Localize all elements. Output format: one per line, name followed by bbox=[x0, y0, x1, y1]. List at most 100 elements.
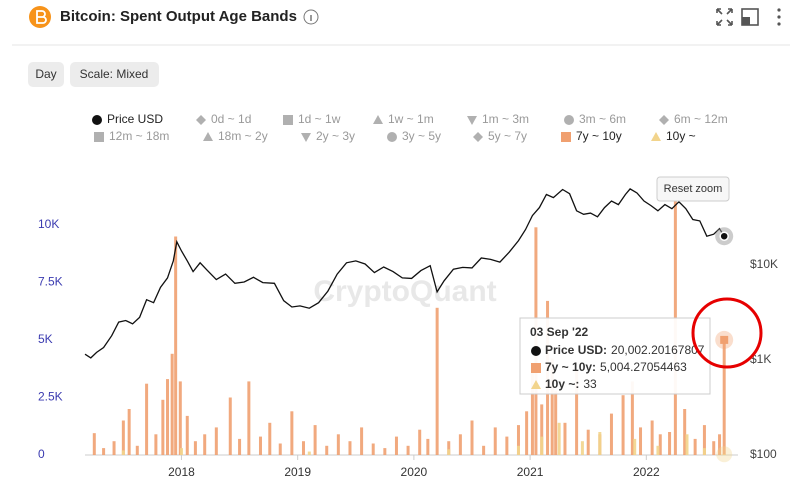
bar bbox=[554, 390, 558, 455]
bar bbox=[179, 448, 183, 455]
bar bbox=[621, 395, 625, 455]
hover-point bbox=[719, 231, 729, 241]
bar bbox=[278, 443, 282, 455]
bar bbox=[135, 445, 139, 455]
bar bbox=[166, 379, 170, 455]
legend-label[interactable]: 3y ~ 5y bbox=[402, 129, 441, 143]
bar bbox=[325, 445, 329, 455]
bar bbox=[650, 420, 654, 455]
reset-zoom-button[interactable] bbox=[656, 176, 730, 202]
x-tick-label: 2018 bbox=[168, 465, 195, 479]
bar bbox=[563, 422, 567, 455]
bar bbox=[540, 404, 544, 455]
bar bbox=[127, 409, 131, 455]
watermark: CryptoQuant bbox=[313, 275, 496, 308]
bar bbox=[702, 425, 706, 455]
tooltip bbox=[519, 317, 711, 395]
legend-symbol bbox=[531, 363, 541, 373]
scale-button[interactable] bbox=[70, 62, 159, 87]
legend-label[interactable]: 1w ~ 1m bbox=[388, 112, 434, 126]
y-tick-label: 5K bbox=[38, 332, 53, 346]
bar bbox=[668, 432, 672, 455]
x-tick-label: 2019 bbox=[284, 465, 311, 479]
bar bbox=[268, 422, 272, 455]
bar bbox=[307, 451, 311, 455]
bar bbox=[586, 429, 590, 455]
y-tick-label: 2.5K bbox=[38, 390, 63, 404]
legend-symbol bbox=[196, 115, 206, 125]
bar bbox=[470, 420, 474, 455]
reset-zoom-label: Reset zoom bbox=[664, 183, 723, 195]
bar bbox=[174, 236, 178, 455]
legend-label[interactable]: 1d ~ 1w bbox=[298, 112, 341, 126]
bar bbox=[557, 422, 561, 455]
bar bbox=[447, 449, 451, 455]
bar bbox=[530, 367, 534, 455]
legend-label[interactable]: 6m ~ 12m bbox=[674, 112, 728, 126]
x-tick-label: 2020 bbox=[401, 465, 428, 479]
legend-label[interactable]: 12m ~ 18m bbox=[109, 129, 169, 143]
info-icon[interactable] bbox=[303, 9, 319, 25]
legend-label[interactable]: 7y ~ 10y bbox=[576, 129, 622, 143]
legend-label[interactable]: 0d ~ 1d bbox=[211, 112, 251, 126]
bar bbox=[550, 358, 554, 455]
day-button[interactable] bbox=[28, 62, 64, 87]
bar bbox=[193, 441, 197, 455]
bar bbox=[154, 434, 158, 455]
bar bbox=[525, 411, 529, 455]
bar bbox=[458, 434, 462, 455]
tooltip-name: 10y ~: bbox=[545, 377, 579, 391]
legend-symbol bbox=[92, 115, 102, 125]
bar bbox=[712, 441, 716, 455]
y-tick-label: 0 bbox=[38, 447, 45, 461]
tooltip-value: 5,004.27054463 bbox=[600, 360, 687, 374]
expand-icon[interactable] bbox=[716, 8, 733, 26]
y-tick-label: 10K bbox=[38, 217, 59, 231]
bar bbox=[121, 420, 125, 455]
x-tick-label: 2022 bbox=[633, 465, 660, 479]
legend-symbol bbox=[373, 115, 383, 124]
tooltip-title: 03 Sep '22 bbox=[530, 325, 589, 339]
bar bbox=[702, 448, 706, 455]
legend-label[interactable]: 3m ~ 6m bbox=[579, 112, 626, 126]
legend-symbol bbox=[473, 132, 483, 142]
bar bbox=[426, 438, 430, 455]
bar bbox=[598, 432, 602, 455]
legend-symbol bbox=[467, 116, 477, 125]
bar bbox=[301, 441, 305, 455]
bar bbox=[658, 434, 662, 455]
bar bbox=[516, 425, 520, 455]
day-button-label: Day bbox=[35, 67, 56, 81]
tooltip-row: Price USD: 20,002.20167807 bbox=[545, 343, 705, 357]
bar bbox=[540, 436, 544, 455]
scale-button-label: Scale: Mixed bbox=[80, 67, 149, 81]
legend-symbol bbox=[564, 115, 574, 125]
chart-title: Bitcoin: Spent Output Age Bands bbox=[60, 8, 297, 25]
tooltip-value: 20,002.20167807 bbox=[611, 343, 705, 357]
legend-label[interactable]: Price USD bbox=[107, 112, 163, 126]
menu-dot[interactable] bbox=[777, 15, 781, 19]
legend-symbol bbox=[531, 380, 541, 389]
menu-dot[interactable] bbox=[777, 8, 781, 12]
legend-label[interactable]: 1m ~ 3m bbox=[482, 112, 529, 126]
bar bbox=[639, 427, 643, 455]
legend-label[interactable]: 5y ~ 7y bbox=[488, 129, 527, 143]
bar bbox=[722, 339, 726, 455]
legend-label[interactable]: 2y ~ 3y bbox=[316, 129, 355, 143]
legend-symbol bbox=[561, 132, 571, 142]
bar bbox=[685, 434, 689, 455]
bar bbox=[482, 445, 486, 455]
bar bbox=[718, 434, 722, 455]
bar bbox=[247, 381, 251, 455]
tooltip-value: 33 bbox=[583, 377, 597, 391]
bitcoin-glyph bbox=[36, 10, 47, 24]
bar bbox=[145, 383, 149, 455]
legend-label[interactable]: 10y ~ bbox=[666, 129, 696, 143]
bar bbox=[722, 454, 726, 455]
menu-dot[interactable] bbox=[777, 22, 781, 26]
bar bbox=[383, 448, 387, 455]
y2-tick-label: $100 bbox=[750, 447, 777, 461]
bar bbox=[290, 411, 294, 455]
tooltip-row: 10y ~: 33 bbox=[545, 377, 597, 391]
legend-label[interactable]: 18m ~ 2y bbox=[218, 129, 268, 143]
